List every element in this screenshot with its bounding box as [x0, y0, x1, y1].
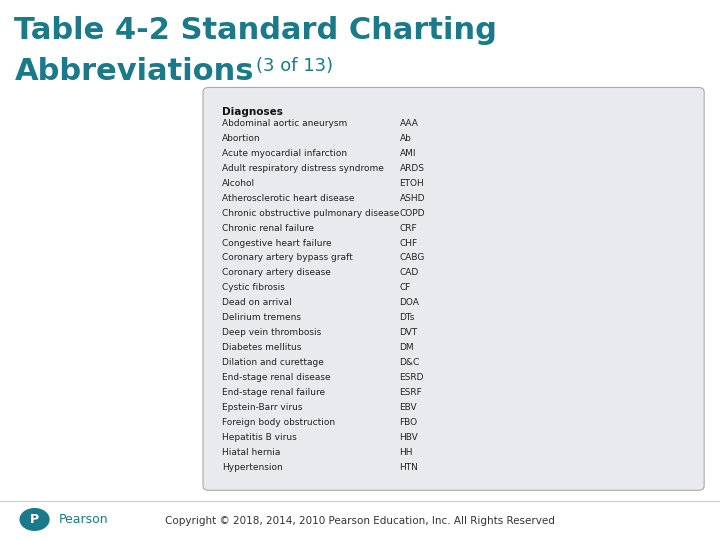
Text: HH: HH	[400, 448, 413, 457]
Text: AAA: AAA	[400, 119, 418, 128]
Text: FBO: FBO	[400, 418, 418, 427]
Text: Dead on arrival: Dead on arrival	[222, 299, 292, 307]
Text: HTN: HTN	[400, 463, 418, 472]
Text: Abortion: Abortion	[222, 134, 261, 143]
Text: Pearson: Pearson	[59, 513, 109, 526]
Text: P: P	[30, 513, 39, 526]
Text: Atherosclerotic heart disease: Atherosclerotic heart disease	[222, 194, 354, 202]
Text: CRF: CRF	[400, 224, 417, 233]
Text: Chronic obstructive pulmonary disease: Chronic obstructive pulmonary disease	[222, 208, 399, 218]
Text: End-stage renal disease: End-stage renal disease	[222, 373, 330, 382]
Text: Dilation and curettage: Dilation and curettage	[222, 358, 323, 367]
Text: Ab: Ab	[400, 134, 411, 143]
Text: Hepatitis B virus: Hepatitis B virus	[222, 433, 297, 442]
Text: End-stage renal failure: End-stage renal failure	[222, 388, 325, 397]
Text: Copyright © 2018, 2014, 2010 Pearson Education, Inc. All Rights Reserved: Copyright © 2018, 2014, 2010 Pearson Edu…	[165, 516, 555, 525]
Text: Abdominal aortic aneurysm: Abdominal aortic aneurysm	[222, 119, 347, 128]
Text: Coronary artery bypass graft: Coronary artery bypass graft	[222, 253, 353, 262]
Text: HBV: HBV	[400, 433, 418, 442]
Text: Cystic fibrosis: Cystic fibrosis	[222, 284, 284, 292]
Text: ESRD: ESRD	[400, 373, 424, 382]
Text: Congestive heart failure: Congestive heart failure	[222, 239, 331, 247]
Text: Adult respiratory distress syndrome: Adult respiratory distress syndrome	[222, 164, 384, 173]
Text: EBV: EBV	[400, 403, 417, 412]
Text: Chronic renal failure: Chronic renal failure	[222, 224, 314, 233]
Text: Coronary artery disease: Coronary artery disease	[222, 268, 330, 278]
Text: Alcohol: Alcohol	[222, 179, 255, 188]
Text: Deep vein thrombosis: Deep vein thrombosis	[222, 328, 321, 338]
Text: COPD: COPD	[400, 208, 425, 218]
Text: Epstein-Barr virus: Epstein-Barr virus	[222, 403, 302, 412]
Text: Hypertension: Hypertension	[222, 463, 282, 472]
Text: Acute myocardial infarction: Acute myocardial infarction	[222, 148, 347, 158]
Text: Diabetes mellitus: Diabetes mellitus	[222, 343, 301, 352]
Text: CF: CF	[400, 284, 411, 292]
Text: Delirium tremens: Delirium tremens	[222, 313, 301, 322]
Text: (3 of 13): (3 of 13)	[256, 57, 333, 75]
Text: Abbreviations: Abbreviations	[14, 57, 254, 86]
Text: ARDS: ARDS	[400, 164, 425, 173]
Text: ETOH: ETOH	[400, 179, 424, 188]
Text: DVT: DVT	[400, 328, 418, 338]
Text: ASHD: ASHD	[400, 194, 425, 202]
Circle shape	[20, 509, 49, 530]
Text: CAD: CAD	[400, 268, 419, 278]
Text: DTs: DTs	[400, 313, 415, 322]
FancyBboxPatch shape	[203, 87, 704, 490]
Text: CHF: CHF	[400, 239, 418, 247]
Text: Hiatal hernia: Hiatal hernia	[222, 448, 280, 457]
Text: Diagnoses: Diagnoses	[222, 107, 283, 117]
Text: CABG: CABG	[400, 253, 425, 262]
Text: ESRF: ESRF	[400, 388, 423, 397]
Text: AMI: AMI	[400, 148, 416, 158]
Text: Table 4-2 Standard Charting: Table 4-2 Standard Charting	[14, 16, 498, 45]
Text: D&C: D&C	[400, 358, 420, 367]
Text: DM: DM	[400, 343, 414, 352]
Text: Foreign body obstruction: Foreign body obstruction	[222, 418, 335, 427]
Text: DOA: DOA	[400, 299, 420, 307]
